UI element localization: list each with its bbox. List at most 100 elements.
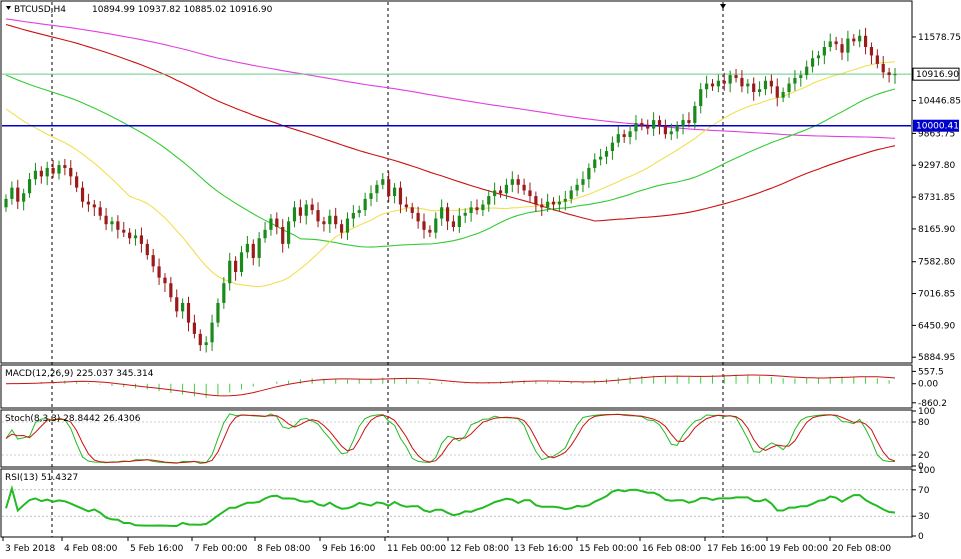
candle-body <box>675 125 679 132</box>
candle-body <box>357 210 361 213</box>
candle-body <box>599 156 603 160</box>
candle-body <box>169 283 173 298</box>
candle-body <box>286 221 291 244</box>
candle-body <box>493 190 497 197</box>
candle-body <box>534 196 538 205</box>
candle-body <box>652 120 656 129</box>
candle-body <box>557 201 562 205</box>
candle-body <box>646 125 650 129</box>
candle-body <box>245 243 249 253</box>
rsi-line <box>5 484 896 528</box>
candle-body <box>204 342 208 346</box>
time-axis: 3 Feb 2018 4 Feb 08:00 5 Feb 16:00 7 Feb 00… <box>2 537 891 554</box>
candle-body <box>587 167 591 180</box>
time-tick-label: 5 Feb 16:00 <box>130 544 184 554</box>
candle-body <box>793 77 797 84</box>
time-tick-label: 8 Feb 08:00 <box>257 544 311 554</box>
candle-body <box>775 86 779 98</box>
candle-body <box>640 122 644 126</box>
time-tick-label: 7 Feb 00:00 <box>194 544 248 554</box>
candle-body <box>445 207 450 222</box>
candle-body <box>75 176 79 188</box>
candle-body <box>699 89 703 107</box>
price-tick-label: 7582.80 <box>918 258 955 268</box>
candle-body <box>310 204 314 211</box>
separator-marker-icon <box>720 4 726 9</box>
candle-body <box>822 47 826 56</box>
candle-body <box>175 297 179 312</box>
candle-body <box>69 167 73 177</box>
candle-body <box>805 66 809 76</box>
moving-averages <box>5 18 896 288</box>
candlestick-series <box>4 27 897 353</box>
chart-header: BTCUSD,H4 10894.99 10937.82 10885.02 109… <box>6 5 273 15</box>
ohlc-header: 10894.99 10937.82 10885.02 10916.90 <box>92 5 273 15</box>
candle-body <box>163 277 167 284</box>
candle-body <box>634 122 638 132</box>
candle-body <box>275 218 279 227</box>
candle-body <box>628 131 632 137</box>
candle-body <box>122 229 126 233</box>
candle-body <box>263 229 267 239</box>
indicator-tick-label: 20 <box>918 451 930 461</box>
candle-body <box>228 260 232 284</box>
candle-body <box>16 187 20 202</box>
candle-body <box>151 255 155 267</box>
candle-body <box>269 218 273 230</box>
candle-body <box>846 38 850 53</box>
candle-body <box>404 204 408 208</box>
candle-body <box>522 184 526 191</box>
candle-body <box>834 41 838 45</box>
indicator-tick-label: 0 <box>918 532 924 542</box>
candle-body <box>80 187 85 202</box>
macd-pane-frame <box>0 364 913 409</box>
candle-body <box>434 218 438 233</box>
candle-body <box>375 184 379 194</box>
candle-body <box>63 165 67 168</box>
candle-body <box>239 252 244 272</box>
rsi-pane-frame <box>0 468 913 538</box>
candle-body <box>858 35 862 42</box>
candle-body <box>128 232 132 239</box>
candle-body <box>546 201 550 208</box>
candle-body <box>387 179 391 197</box>
macd-indicator <box>5 374 896 398</box>
candle-body <box>869 47 874 56</box>
candle-body <box>186 302 191 323</box>
price-levels <box>2 73 911 127</box>
candle-body <box>810 58 815 67</box>
candle-body <box>799 75 803 78</box>
indicator-tick-label: -860.2 <box>918 399 947 409</box>
candle-body <box>540 204 544 208</box>
time-tick-label: 16 Feb 08:00 <box>642 544 701 554</box>
candle-body <box>298 207 302 216</box>
candle-body <box>705 83 709 90</box>
ma-yellow-line <box>5 61 896 288</box>
indicator-tick-label: 100 <box>918 466 935 476</box>
time-tick-label: 19 Feb 00:00 <box>769 544 828 554</box>
stoch-d-line <box>5 413 896 464</box>
current-price-tag <box>912 67 960 81</box>
candle-body <box>728 75 732 84</box>
candle-body <box>304 204 308 216</box>
indicator-tick-label: 557.5 <box>918 367 944 377</box>
candle-body <box>563 198 567 202</box>
time-tick-label: 3 Feb 2018 <box>5 544 56 554</box>
stoch-pane-frame <box>0 409 913 468</box>
candle-body <box>457 215 461 227</box>
candle-body <box>181 302 185 312</box>
candle-body <box>734 75 738 78</box>
indicator-tick-label: 0.00 <box>918 380 938 390</box>
indicator-tick-label: 100 <box>918 407 935 417</box>
candle-body <box>475 207 479 211</box>
candle-body <box>98 207 102 216</box>
candle-body <box>157 266 161 278</box>
candle-body <box>22 193 26 202</box>
candle-body <box>610 142 615 152</box>
candle-body <box>604 151 609 157</box>
candle-body <box>622 134 626 137</box>
candle-body <box>104 215 108 225</box>
candle-body <box>657 120 662 126</box>
price-tick-label: 7016.85 <box>918 290 955 300</box>
